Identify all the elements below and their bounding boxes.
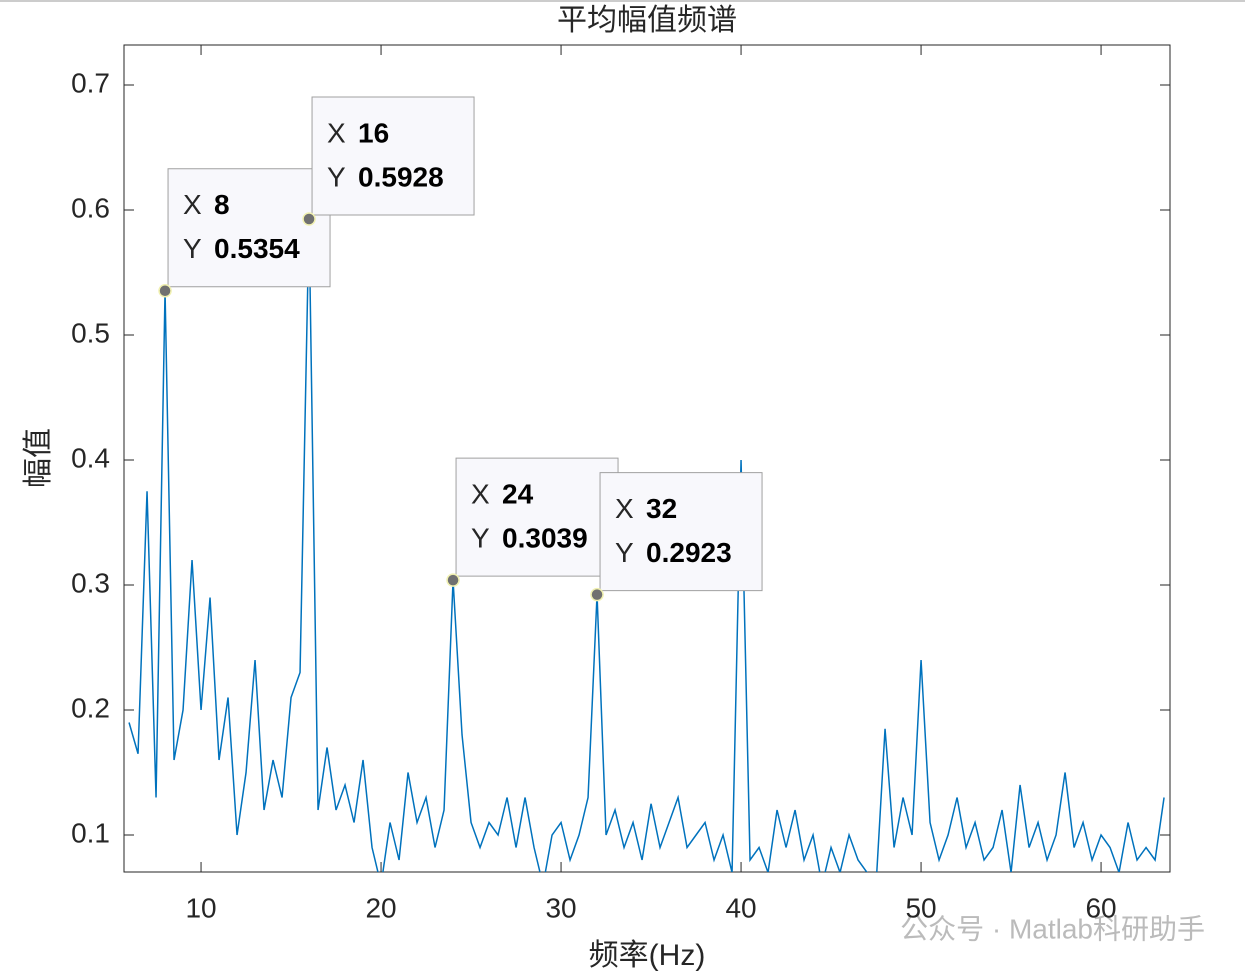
data-line <box>128 218 1165 872</box>
datatip-x: 8 <box>214 189 230 220</box>
datatip-x: 32 <box>646 493 677 524</box>
datatip-y: 0.5354 <box>214 233 300 264</box>
datatip-x-prefix: X <box>327 117 346 148</box>
y-tick-label: 0.5 <box>71 317 110 348</box>
datatip-box <box>455 457 619 577</box>
datatip-x-prefix: X <box>615 493 634 524</box>
datatip-x-prefix: X <box>471 479 490 510</box>
datatip-y-prefix: Y <box>183 233 202 264</box>
datatip-box <box>167 168 331 288</box>
datatip-box <box>599 472 763 592</box>
y-tick-label: 0.7 <box>71 67 110 98</box>
x-axis-label: 频率(Hz) <box>589 939 706 972</box>
datatip-y: 0.3039 <box>502 523 588 554</box>
datatip-marker <box>590 587 604 602</box>
datatip-y-prefix: Y <box>471 523 490 554</box>
x-tick-label: 30 <box>545 892 576 923</box>
datatip-y-prefix: Y <box>615 537 634 568</box>
datatip-marker <box>302 212 316 226</box>
datatip-y: 0.5928 <box>358 161 444 192</box>
datatip-x-prefix: X <box>183 189 202 220</box>
x-tick-label: 10 <box>185 892 216 923</box>
datatip-marker <box>158 284 172 298</box>
x-tick-label: 40 <box>725 892 756 923</box>
datatip-marker <box>446 573 460 587</box>
x-tick-label: 60 <box>1085 892 1116 923</box>
chart-title: 平均幅值频谱 <box>557 4 737 37</box>
y-tick-label: 0.3 <box>71 567 110 598</box>
datatip-box <box>311 96 475 216</box>
watermark: 公众号 · Matlab科研助手 <box>900 913 1205 944</box>
y-axis-label: 幅值 <box>22 428 55 488</box>
y-tick-label: 0.4 <box>71 442 110 473</box>
y-tick-label: 0.6 <box>71 192 110 223</box>
x-tick-label: 20 <box>365 892 396 923</box>
y-tick-label: 0.1 <box>71 817 110 848</box>
datatip-y: 0.2923 <box>646 537 732 568</box>
datatip-x: 16 <box>358 117 389 148</box>
datatip-y-prefix: Y <box>327 161 346 192</box>
datatip-x: 24 <box>502 479 534 510</box>
y-tick-label: 0.2 <box>71 692 110 723</box>
x-tick-label: 50 <box>905 892 936 923</box>
